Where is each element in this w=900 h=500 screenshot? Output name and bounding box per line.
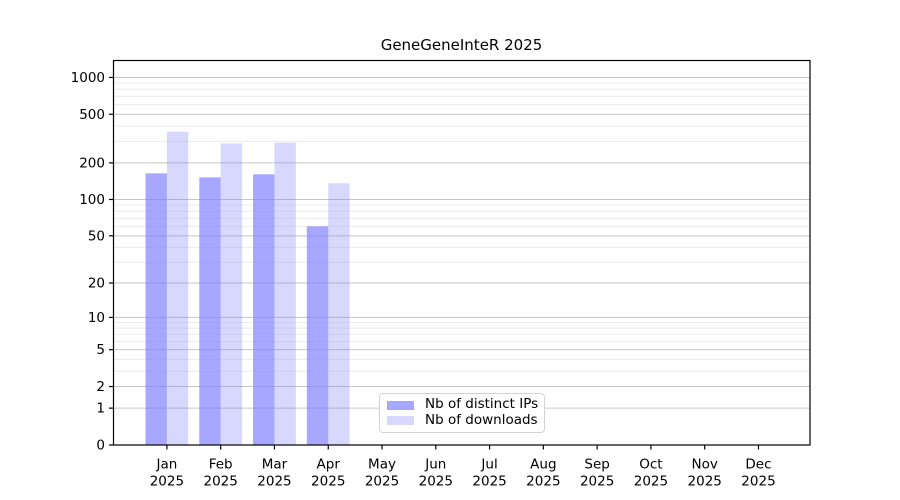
x-tick-label-month: Oct (639, 457, 662, 473)
y-tick-label: 2 (96, 379, 105, 395)
y-tick-label: 10 (88, 310, 105, 326)
x-tick-label-year: 2025 (741, 474, 775, 490)
x-tick-label-month: May (368, 457, 396, 473)
x-tick-label-year: 2025 (257, 474, 291, 490)
x-tick-label-month: Dec (745, 457, 771, 473)
legend-label-downloads: Nb of downloads (425, 412, 538, 429)
x-tick-label-month: Nov (692, 457, 718, 473)
axes-spines (112, 59, 811, 446)
x-tick-label-year: 2025 (419, 474, 453, 490)
y-tick-label: 50 (88, 228, 105, 244)
bar-downloads-mar (274, 142, 296, 446)
x-tick-label-year: 2025 (580, 474, 614, 490)
x-tick-label-month: Feb (209, 457, 233, 473)
x-tick-label-year: 2025 (472, 474, 506, 490)
x-tick-label-month: Aug (530, 457, 556, 473)
y-tick-label: 0 (96, 438, 105, 454)
y-tick-label: 1 (96, 401, 105, 417)
bar-distinct-ips-jan (145, 173, 167, 445)
y-tick-label: 200 (79, 155, 105, 171)
x-tick-label-month: Sep (584, 457, 609, 473)
legend-swatch-downloads (387, 416, 414, 426)
bar-downloads-apr (328, 183, 350, 446)
bar-distinct-ips-apr (306, 226, 329, 445)
bar-distinct-ips-feb (199, 177, 221, 445)
x-tick-label-year: 2025 (688, 474, 722, 490)
y-tick-label: 20 (88, 276, 105, 292)
y-tick-label: 1000 (71, 70, 105, 86)
x-tick-label-year: 2025 (634, 474, 668, 490)
x-tick-label-year: 2025 (150, 474, 184, 490)
bar-distinct-ips-mar (253, 174, 275, 445)
y-tick-label: 5 (96, 342, 105, 358)
x-tick-label-year: 2025 (365, 474, 399, 490)
chart-title: GeneGeneInteR 2025 (380, 36, 543, 54)
x-tick-label-year: 2025 (311, 474, 345, 490)
x-tick-label-month: Apr (317, 457, 341, 473)
legend-item-downloads: Nb of downloads (387, 412, 538, 429)
bar-downloads-jan (166, 131, 189, 445)
y-tick-label: 100 (79, 192, 105, 208)
legend-item-distinct-ips: Nb of distinct IPs (387, 396, 539, 413)
x-tick-label-year: 2025 (526, 474, 560, 490)
y-tick-label: 500 (79, 107, 105, 123)
x-tick-label-month: Mar (262, 457, 288, 473)
x-tick-label-month: Jan (155, 457, 177, 473)
legend-swatch-distinct-ips (387, 400, 414, 410)
bar-downloads-feb (220, 143, 243, 445)
legend-label-distinct-ips: Nb of distinct IPs (425, 396, 539, 413)
x-tick-label-month: Jun (424, 457, 446, 473)
x-tick-label-month: Jul (480, 457, 497, 473)
x-tick-label-year: 2025 (204, 474, 238, 490)
legend: Nb of distinct IPs Nb of downloads (379, 393, 545, 433)
